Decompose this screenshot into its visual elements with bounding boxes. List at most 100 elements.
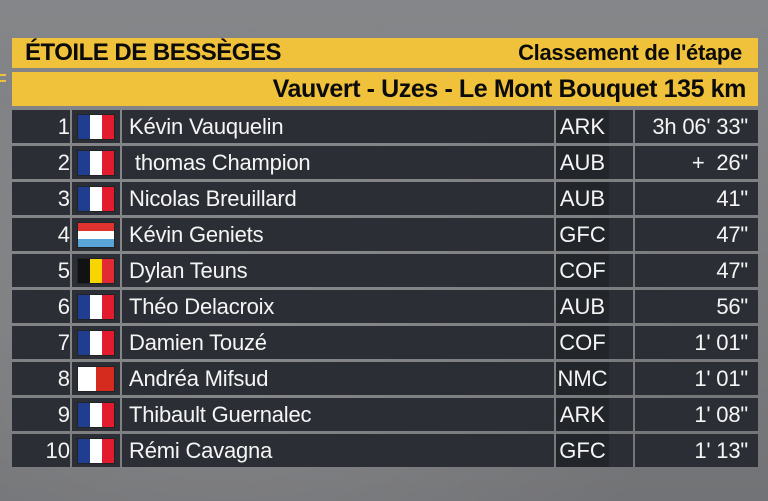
result-row: 4 Kévin Geniets GFC 47" [12, 218, 758, 251]
flag-stripe [78, 187, 90, 211]
rank-cell: 10 [12, 434, 70, 467]
result-row: 3 Nicolas Breuillard AUB 41" [12, 182, 758, 215]
team-code: COF [556, 254, 609, 287]
rank-cell: 4 [12, 218, 70, 251]
rider-name-cell: Rémi Cavagna [122, 434, 554, 467]
time-gap: 47" [716, 222, 748, 247]
flag-stripe [102, 151, 114, 175]
rider-name: Kévin Geniets [129, 222, 264, 247]
team-cell: NMC [556, 362, 633, 395]
flag-stripe [102, 115, 114, 139]
france-flag-icon [77, 438, 115, 464]
rider-name: Thibault Guernalec [129, 402, 312, 427]
time-cell: 41" [635, 182, 758, 215]
side-marks [0, 74, 8, 88]
team-code: AUB [556, 146, 609, 179]
rider-name: Rémi Cavagna [129, 438, 273, 463]
time-gap: 56" [716, 294, 748, 319]
rank-cell: 3 [12, 182, 70, 215]
flag-stripe [90, 151, 102, 175]
luxembourg-flag-icon [77, 222, 115, 248]
team-code: AUB [556, 290, 609, 323]
flag-stripe [102, 439, 114, 463]
flag-stripe [102, 259, 114, 283]
time-gap: + 26" [691, 150, 748, 175]
rank-cell: 1 [12, 110, 70, 143]
time-cell: 47" [635, 218, 758, 251]
flag-stripe [102, 403, 114, 427]
flag-cell [72, 398, 120, 431]
flag-stripe [78, 223, 114, 231]
flag-cell [72, 362, 120, 395]
result-row: 10 Rémi Cavagna GFC 1' 13" [12, 434, 758, 467]
flag-stripe [78, 231, 114, 239]
team-cell: GFC [556, 218, 633, 251]
rank: 10 [45, 438, 70, 463]
rank: 7 [57, 330, 70, 355]
flag-stripe [90, 331, 102, 355]
flag-cell [72, 434, 120, 467]
team-code: ARK [556, 110, 609, 143]
flag-stripe [78, 403, 90, 427]
team-cell: ARK [556, 110, 633, 143]
rider-name-cell: Nicolas Breuillard [122, 182, 554, 215]
rank-cell: 8 [12, 362, 70, 395]
time-gap: 41" [716, 186, 748, 211]
time-gap: 1' 13" [694, 438, 748, 463]
team-cell: AUB [556, 290, 633, 323]
rank-cell: 5 [12, 254, 70, 287]
rank: 8 [57, 366, 70, 391]
rider-name: Dylan Teuns [129, 258, 248, 283]
rank: 1 [57, 114, 70, 139]
rider-name: Andréa Mifsud [129, 366, 269, 391]
france-flag-icon [77, 294, 115, 320]
flag-stripe [78, 239, 114, 247]
rank: 5 [57, 258, 70, 283]
rider-name: Nicolas Breuillard [129, 186, 297, 211]
result-row: 7 Damien Touzé COF 1' 01" [12, 326, 758, 359]
route-bar: Vauvert - Uzes - Le Mont Bouquet 135 km [12, 72, 758, 106]
rider-name-cell: Kévin Geniets [122, 218, 554, 251]
team-cell: AUB [556, 146, 633, 179]
result-row: 6 Théo Delacroix AUB 56" [12, 290, 758, 323]
rank-cell: 2 [12, 146, 70, 179]
time-cell: 1' 01" [635, 326, 758, 359]
team-cell: GFC [556, 434, 633, 467]
france-flag-icon [77, 114, 115, 140]
team-cell: AUB [556, 182, 633, 215]
rider-name-cell: thomas Champion [122, 146, 554, 179]
rank: 6 [57, 294, 70, 319]
time-cell: 1' 08" [635, 398, 758, 431]
france-flag-icon [77, 150, 115, 176]
rider-name: Damien Touzé [129, 330, 267, 355]
time-cell: + 26" [635, 146, 758, 179]
flag-stripe [78, 295, 90, 319]
flag-stripe [78, 151, 90, 175]
time-cell: 1' 01" [635, 362, 758, 395]
flag-stripe [90, 295, 102, 319]
flag-stripe [90, 439, 102, 463]
team-cell: COF [556, 254, 633, 287]
team-code: GFC [556, 434, 609, 467]
team-code: GFC [556, 218, 609, 251]
result-row: 5 Dylan Teuns COF 47" [12, 254, 758, 287]
classification-title: Classement de l'étape [518, 40, 742, 65]
flag-stripe [90, 403, 102, 427]
rider-name-cell: Kévin Vauquelin [122, 110, 554, 143]
rider-name: Théo Delacroix [129, 294, 275, 319]
time-cell: 3h 06' 33" [635, 110, 758, 143]
flag-stripe [78, 259, 90, 283]
time-cell: 47" [635, 254, 758, 287]
flag-stripe [78, 331, 90, 355]
malta-flag-icon [77, 366, 115, 392]
flag-cell [72, 110, 120, 143]
results-table: 1 Kévin Vauquelin ARK 3h 06' 33" 2 thoma… [12, 110, 758, 470]
france-flag-icon [77, 402, 115, 428]
rider-name-cell: Damien Touzé [122, 326, 554, 359]
flag-stripe [78, 367, 96, 391]
team-cell: ARK [556, 398, 633, 431]
time-gap: 1' 01" [694, 366, 748, 391]
team-cell: COF [556, 326, 633, 359]
result-row: 8 Andréa Mifsud NMC 1' 01" [12, 362, 758, 395]
rider-name-cell: Andréa Mifsud [122, 362, 554, 395]
